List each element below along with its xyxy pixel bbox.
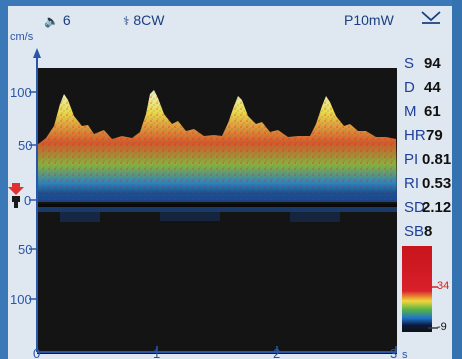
metric-resistance-index: RI 0.53 xyxy=(404,175,451,192)
frame-right xyxy=(452,0,462,359)
x-tick-label: 1 xyxy=(153,346,160,359)
frame-top xyxy=(0,0,462,6)
metric-sd-ratio: SD 2.12 xyxy=(404,199,451,216)
x-tick-label: 3 xyxy=(390,346,397,359)
metric-value: 0.81 xyxy=(422,151,452,168)
metric-value: 94 xyxy=(424,55,441,72)
color-scale-min-label: -9 xyxy=(437,321,447,333)
probe-label: 8CW xyxy=(133,12,165,28)
speaker-indicator: 🔈 6 xyxy=(44,12,71,28)
metric-label: PI xyxy=(404,151,419,168)
metric-value: 79 xyxy=(426,127,443,144)
x-tick-label: 2 xyxy=(273,346,280,359)
metric-label: D xyxy=(404,79,415,96)
metric-label: S xyxy=(404,55,415,72)
baseline-marker-icon[interactable] xyxy=(8,183,24,208)
y-tick-label: 0 xyxy=(24,193,31,208)
reverse-noise-band xyxy=(37,207,397,212)
flow-speckle xyxy=(37,90,397,200)
metric-spectral-broadening: SB 8 xyxy=(404,223,432,240)
x-tick-label: 0 xyxy=(33,346,40,359)
y-axis-arrow xyxy=(33,48,41,58)
x-unit-label: s xyxy=(402,349,408,359)
y-tick-label: 100 xyxy=(10,292,32,307)
velocity-unit-label: cm/s xyxy=(10,31,34,43)
color-scale-bar xyxy=(402,246,432,332)
y-ticks xyxy=(29,91,37,300)
speaker-icon: 🔈 xyxy=(44,14,59,28)
y-tick-label: 100 xyxy=(10,85,32,100)
metric-label: SD xyxy=(404,199,425,216)
y-tick-label: 50 xyxy=(18,138,32,153)
metric-label: RI xyxy=(404,175,419,192)
metric-systolic: S 94 xyxy=(404,55,441,72)
speaker-volume: 6 xyxy=(62,12,71,28)
metric-value: 2.12 xyxy=(422,199,452,216)
frame-left xyxy=(0,0,8,359)
metric-label: HR xyxy=(404,127,426,144)
metric-heart-rate: HR 79 xyxy=(404,127,443,144)
metric-diastolic: D 44 xyxy=(404,79,441,96)
probe-indicator: ⚕ 8CW xyxy=(123,12,165,28)
metric-mean: M 61 xyxy=(404,103,441,120)
metric-value: 44 xyxy=(424,79,441,96)
baseline-gap xyxy=(37,204,397,207)
metric-label: M xyxy=(404,103,417,120)
reverse-noise-2 xyxy=(160,212,220,221)
baseline-noise-band xyxy=(37,194,397,202)
metric-value: 0.53 xyxy=(422,175,452,192)
metric-value: 61 xyxy=(424,103,441,120)
probe-icon: ⚕ xyxy=(123,14,130,28)
metric-label: SB xyxy=(404,223,425,240)
download-icon[interactable] xyxy=(420,9,442,28)
y-tick-label: 50 xyxy=(18,242,32,257)
x-ticks xyxy=(36,346,397,352)
metric-value: 8 xyxy=(424,223,433,240)
reverse-noise-1 xyxy=(60,212,100,222)
reverse-noise-3 xyxy=(290,212,340,222)
metric-pulsatility-index: PI 0.81 xyxy=(404,151,451,168)
power-label: P10mW xyxy=(344,12,394,28)
color-scale-max-label: 34 xyxy=(437,280,450,292)
